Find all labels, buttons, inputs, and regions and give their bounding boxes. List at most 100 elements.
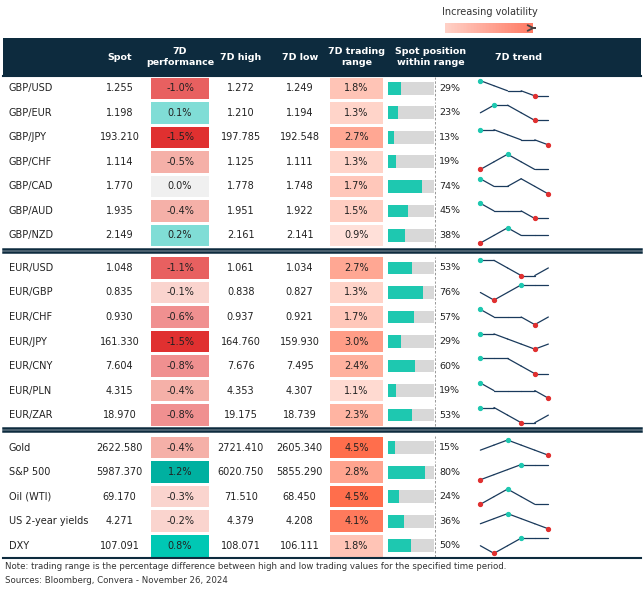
FancyBboxPatch shape xyxy=(388,441,434,454)
Text: 0.937: 0.937 xyxy=(227,312,254,322)
FancyBboxPatch shape xyxy=(151,461,209,483)
Text: -1.0%: -1.0% xyxy=(166,83,194,93)
Text: 45%: 45% xyxy=(439,206,460,215)
Text: 1.8%: 1.8% xyxy=(345,83,368,93)
Text: 4.271: 4.271 xyxy=(106,516,133,526)
Text: EUR/CHF: EUR/CHF xyxy=(9,312,52,322)
Text: 161.330: 161.330 xyxy=(100,337,139,347)
FancyBboxPatch shape xyxy=(388,180,422,193)
FancyBboxPatch shape xyxy=(330,380,383,401)
Text: Increasing volatility: Increasing volatility xyxy=(442,7,538,17)
Text: 7D trading
range: 7D trading range xyxy=(328,47,385,67)
Text: -0.4%: -0.4% xyxy=(166,443,194,452)
FancyBboxPatch shape xyxy=(151,127,209,148)
Text: 68.450: 68.450 xyxy=(283,491,317,502)
FancyBboxPatch shape xyxy=(388,311,434,323)
FancyBboxPatch shape xyxy=(461,23,463,33)
FancyBboxPatch shape xyxy=(151,176,209,197)
FancyBboxPatch shape xyxy=(3,460,641,484)
Text: 2.3%: 2.3% xyxy=(344,410,369,420)
FancyBboxPatch shape xyxy=(388,131,434,143)
Text: 0.921: 0.921 xyxy=(286,312,314,322)
FancyBboxPatch shape xyxy=(489,23,491,33)
Text: 1.048: 1.048 xyxy=(106,263,133,273)
Text: 1.778: 1.778 xyxy=(227,181,254,191)
FancyBboxPatch shape xyxy=(515,23,517,33)
Text: 164.760: 164.760 xyxy=(221,337,261,347)
Text: -0.4%: -0.4% xyxy=(166,206,194,216)
FancyBboxPatch shape xyxy=(467,23,469,33)
Text: EUR/ZAR: EUR/ZAR xyxy=(9,410,53,420)
Text: 60%: 60% xyxy=(439,362,460,371)
FancyBboxPatch shape xyxy=(388,335,401,348)
FancyBboxPatch shape xyxy=(3,329,641,354)
Text: 0.2%: 0.2% xyxy=(168,230,193,241)
FancyBboxPatch shape xyxy=(529,23,531,33)
FancyBboxPatch shape xyxy=(388,359,434,373)
FancyBboxPatch shape xyxy=(448,23,450,33)
Text: -0.8%: -0.8% xyxy=(166,361,194,371)
Text: 53%: 53% xyxy=(439,263,460,272)
Text: -1.5%: -1.5% xyxy=(166,337,194,347)
Text: 1.272: 1.272 xyxy=(227,83,254,93)
FancyBboxPatch shape xyxy=(517,23,519,33)
FancyBboxPatch shape xyxy=(330,282,383,303)
FancyBboxPatch shape xyxy=(502,23,504,33)
FancyBboxPatch shape xyxy=(330,257,383,279)
Text: 4.353: 4.353 xyxy=(227,386,254,395)
FancyBboxPatch shape xyxy=(454,23,456,33)
FancyBboxPatch shape xyxy=(151,404,209,426)
Text: 1.770: 1.770 xyxy=(106,181,133,191)
FancyBboxPatch shape xyxy=(151,535,209,557)
Text: 2721.410: 2721.410 xyxy=(218,443,264,452)
Text: 19%: 19% xyxy=(439,157,460,166)
FancyBboxPatch shape xyxy=(468,23,470,33)
Text: EUR/JPY: EUR/JPY xyxy=(9,337,47,347)
Text: 15%: 15% xyxy=(439,443,460,452)
Text: 1.3%: 1.3% xyxy=(345,108,368,118)
FancyBboxPatch shape xyxy=(483,23,485,33)
FancyBboxPatch shape xyxy=(388,384,434,397)
Text: -1.1%: -1.1% xyxy=(166,263,194,273)
Text: 23%: 23% xyxy=(439,108,460,117)
FancyBboxPatch shape xyxy=(3,509,641,533)
Text: 18.970: 18.970 xyxy=(102,410,137,420)
Text: 1.125: 1.125 xyxy=(227,157,254,167)
Text: 1.210: 1.210 xyxy=(227,108,254,118)
FancyBboxPatch shape xyxy=(476,23,478,33)
Text: 7D trend: 7D trend xyxy=(495,52,542,61)
FancyBboxPatch shape xyxy=(330,200,383,221)
Text: 1.922: 1.922 xyxy=(286,206,314,216)
FancyBboxPatch shape xyxy=(330,535,383,557)
FancyBboxPatch shape xyxy=(388,229,405,242)
Text: 4.379: 4.379 xyxy=(227,516,254,526)
FancyBboxPatch shape xyxy=(526,23,527,33)
Text: 0.9%: 0.9% xyxy=(345,230,368,241)
Text: 13%: 13% xyxy=(439,133,460,142)
FancyBboxPatch shape xyxy=(151,282,209,303)
FancyBboxPatch shape xyxy=(486,23,488,33)
Text: 197.785: 197.785 xyxy=(221,133,261,142)
Text: 57%: 57% xyxy=(439,313,460,322)
Text: 1.194: 1.194 xyxy=(286,108,314,118)
Text: 106.111: 106.111 xyxy=(279,541,319,551)
Text: 4.5%: 4.5% xyxy=(344,443,369,452)
FancyBboxPatch shape xyxy=(388,515,404,527)
Text: 1.034: 1.034 xyxy=(286,263,314,273)
FancyBboxPatch shape xyxy=(3,280,641,305)
Text: 1.8%: 1.8% xyxy=(345,541,368,551)
FancyBboxPatch shape xyxy=(388,286,423,299)
Text: GBP/USD: GBP/USD xyxy=(9,83,53,93)
Text: 19.175: 19.175 xyxy=(223,410,258,420)
FancyBboxPatch shape xyxy=(511,23,513,33)
FancyBboxPatch shape xyxy=(3,174,641,199)
FancyBboxPatch shape xyxy=(388,335,434,348)
Text: GBP/JPY: GBP/JPY xyxy=(9,133,47,142)
FancyBboxPatch shape xyxy=(464,23,466,33)
Text: 1.748: 1.748 xyxy=(286,181,314,191)
Text: 80%: 80% xyxy=(439,467,460,476)
FancyBboxPatch shape xyxy=(330,404,383,426)
Text: 2605.340: 2605.340 xyxy=(277,443,323,452)
Text: 1.111: 1.111 xyxy=(286,157,314,167)
FancyBboxPatch shape xyxy=(330,102,383,124)
